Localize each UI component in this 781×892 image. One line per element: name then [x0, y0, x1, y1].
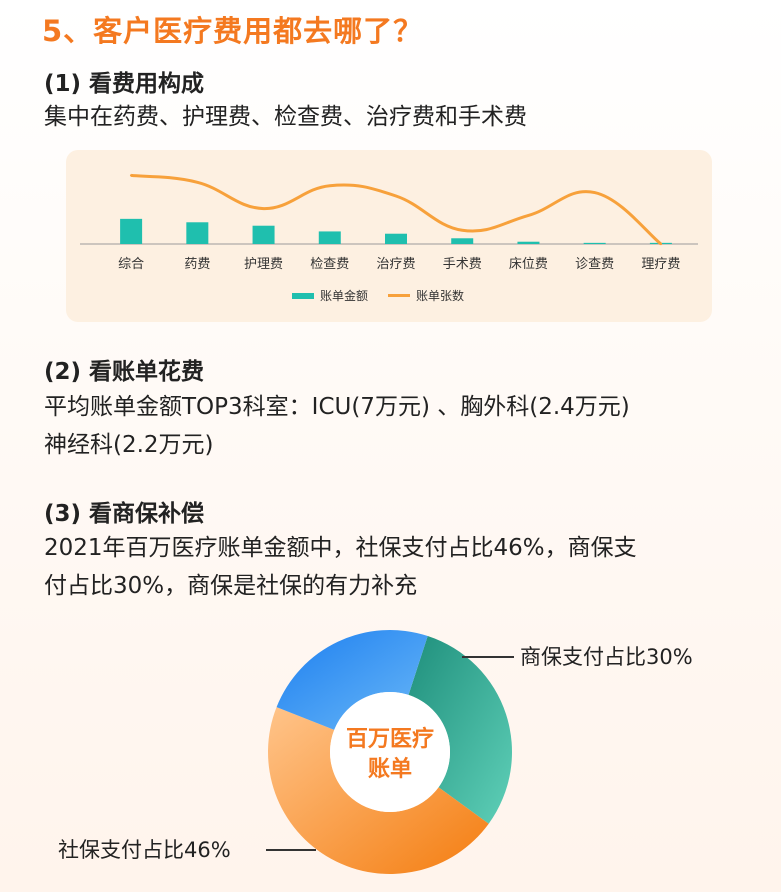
social-share-label: 社保支付占比46% — [58, 838, 231, 862]
line-point-8 — [659, 242, 663, 246]
x-tick-label-0: 综合 — [118, 257, 144, 272]
commercial-share-label: 商保支付占比30% — [520, 645, 693, 669]
bar-2 — [252, 225, 275, 244]
bar-6 — [517, 241, 540, 244]
chart-legend: 账单金额 账单张数 — [292, 287, 464, 304]
line-point-7 — [593, 191, 596, 194]
legend-line-label: 账单张数 — [416, 289, 465, 303]
bar-0 — [120, 218, 143, 244]
cost-composition-chart-card: 综合 药费 护理费 检查费 治疗费 手术费 床位费 诊查费 理疗费 账单金额 账单张数 — [66, 150, 712, 322]
section3-title: (3) 看商保补偿 — [44, 501, 205, 527]
legend-bar-swatch — [292, 292, 314, 299]
bar-4 — [385, 233, 407, 244]
social-leader-line — [266, 849, 316, 851]
donut-slice-2 — [276, 630, 428, 730]
line-point-3 — [328, 184, 331, 187]
legend-item-bar: 账单金额 — [292, 287, 368, 304]
donut-slice-1 — [268, 707, 489, 874]
line-point-0 — [129, 174, 133, 177]
donut-hole — [330, 692, 450, 812]
bar-7 — [583, 242, 606, 244]
donut-slice-0 — [408, 635, 512, 824]
x-tick-label-6: 床位费 — [509, 257, 548, 272]
line-point-1 — [196, 181, 199, 184]
x-tick-label-4: 治疗费 — [376, 257, 415, 272]
bar-3 — [318, 231, 341, 244]
section2-title: (2) 看账单花费 — [44, 359, 205, 385]
line-point-2 — [262, 207, 265, 210]
bar-5 — [451, 238, 474, 244]
section2-line2: 神经科(2.2万元) — [44, 432, 214, 458]
x-tick-label-3: 检查费 — [310, 257, 349, 272]
legend-bar-label: 账单金额 — [320, 289, 369, 303]
donut-center-line1: 百万医疗 — [345, 727, 434, 752]
donut-center-line2: 账单 — [367, 757, 412, 782]
x-tick-label-2: 护理费 — [244, 257, 283, 272]
section2-line1: 平均账单金额TOP3科室：ICU(7万元) 、胸外科(2.4万元) — [44, 394, 630, 420]
section3-line2: 付占比30%，商保是社保的有力补充 — [44, 573, 418, 599]
bar-1 — [186, 222, 209, 244]
commercial-leader-line — [462, 656, 514, 658]
x-tick-label-5: 手术费 — [443, 257, 482, 272]
legend-line-swatch — [388, 294, 411, 297]
legend-item-line: 账单张数 — [388, 287, 464, 304]
section1-text: 集中在药费、护理费、检查费、治疗费和手术费 — [44, 104, 527, 130]
donut-center-label: 百万医疗 账单 — [330, 725, 450, 785]
x-tick-label-8: 理疗费 — [641, 257, 680, 272]
line-point-5 — [461, 229, 464, 232]
line-point-4 — [394, 194, 398, 198]
line-point-6 — [527, 214, 530, 217]
x-tick-label-1: 药费 — [184, 257, 210, 272]
x-tick-label-7: 诊查费 — [575, 257, 614, 272]
section3-line1: 2021年百万医疗账单金额中，社保支付占比46%，商保支 — [44, 535, 637, 561]
section1-title: (1) 看费用构成 — [44, 71, 205, 97]
cost-composition-chart: 综合 药费 护理费 检查费 治疗费 手术费 床位费 诊查费 理疗费 — [80, 173, 698, 272]
page-title: 5、客户医疗费用都去哪了？ — [42, 14, 424, 48]
